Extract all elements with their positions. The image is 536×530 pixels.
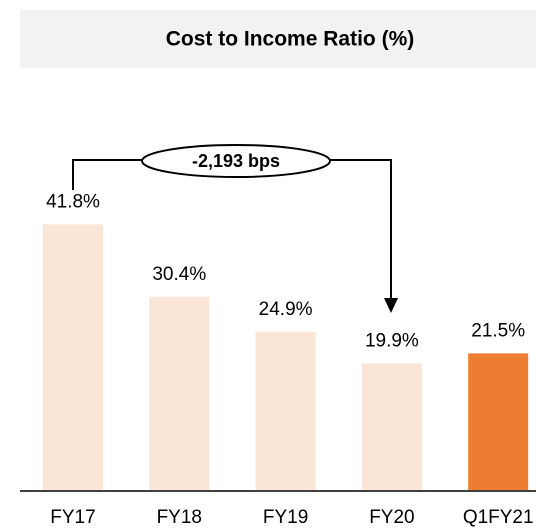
- annotation-ellipse: [141, 144, 331, 178]
- x-tick-label: FY17: [50, 507, 95, 528]
- bar: [149, 296, 210, 490]
- value-label: 30.4%: [152, 264, 206, 285]
- x-tick-label: FY18: [157, 507, 202, 528]
- bracket-right: [329, 159, 392, 300]
- x-tick-label: FY20: [369, 507, 414, 528]
- value-label: 19.9%: [365, 331, 419, 352]
- bar: [43, 224, 103, 491]
- arrow-head: [384, 298, 398, 313]
- bar: [361, 363, 422, 490]
- chart-title: Cost to Income Ratio (%): [166, 28, 415, 51]
- annotation: -2,193 bps: [192, 151, 280, 171]
- title-banner: [20, 10, 536, 68]
- x-tick-label: Q1FY21: [463, 507, 534, 528]
- value-label: 21.5%: [471, 320, 525, 341]
- bar: [255, 331, 316, 490]
- value-label: 41.8%: [46, 191, 100, 212]
- x-tick-label: FY19: [263, 507, 308, 528]
- value-label: 24.9%: [259, 299, 313, 320]
- bar: [468, 353, 529, 490]
- bracket-left: [72, 159, 142, 190]
